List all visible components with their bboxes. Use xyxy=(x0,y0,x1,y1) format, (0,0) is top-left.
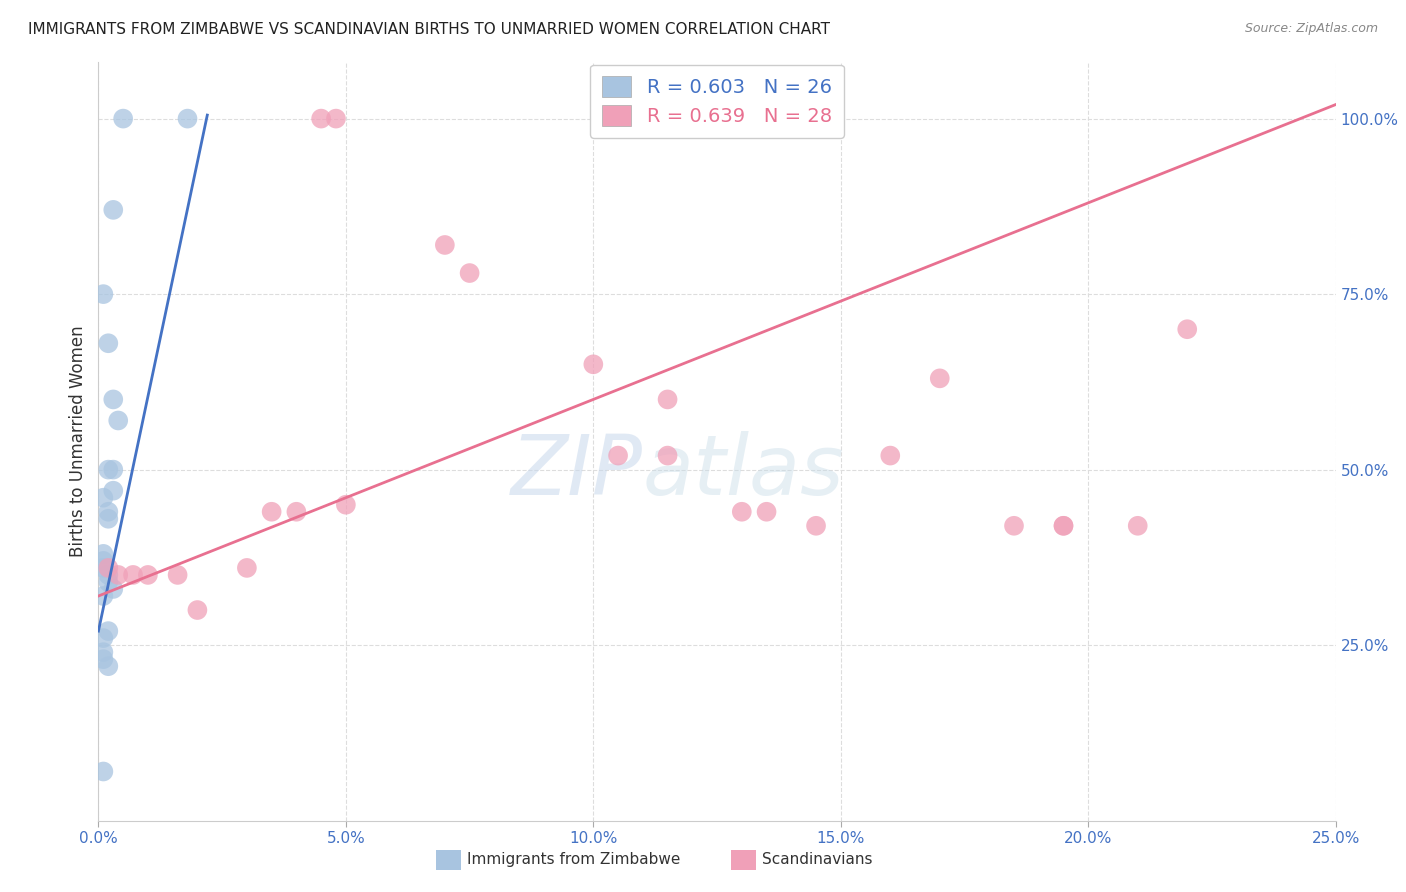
Point xyxy=(236,561,259,575)
Legend: R = 0.603   N = 26, R = 0.639   N = 28: R = 0.603 N = 26, R = 0.639 N = 28 xyxy=(591,64,844,138)
Point xyxy=(260,505,283,519)
Text: Source: ZipAtlas.com: Source: ZipAtlas.com xyxy=(1244,22,1378,36)
Point xyxy=(582,357,605,371)
Text: Immigrants from Zimbabwe: Immigrants from Zimbabwe xyxy=(467,853,681,867)
Point xyxy=(103,202,125,217)
Point xyxy=(186,603,208,617)
Point xyxy=(97,574,120,589)
Point xyxy=(107,568,129,582)
Point xyxy=(93,561,115,575)
Point xyxy=(879,449,901,463)
Point xyxy=(103,392,125,407)
Point xyxy=(103,462,125,476)
Point xyxy=(97,561,120,575)
Point xyxy=(93,589,115,603)
Point xyxy=(97,512,120,526)
Text: Scandinavians: Scandinavians xyxy=(762,853,873,867)
Point xyxy=(97,659,120,673)
Text: atlas: atlas xyxy=(643,432,845,512)
Point xyxy=(103,483,125,498)
Point xyxy=(928,371,950,385)
Point xyxy=(107,413,129,427)
Point xyxy=(309,112,332,126)
Point xyxy=(93,554,115,568)
Point xyxy=(103,582,125,596)
Point xyxy=(1126,518,1149,533)
Point xyxy=(657,392,679,407)
Point xyxy=(1002,518,1025,533)
Point xyxy=(166,568,188,582)
Text: ZIP: ZIP xyxy=(510,432,643,512)
Point xyxy=(433,238,456,252)
Point xyxy=(97,568,120,582)
Text: IMMIGRANTS FROM ZIMBABWE VS SCANDINAVIAN BIRTHS TO UNMARRIED WOMEN CORRELATION C: IMMIGRANTS FROM ZIMBABWE VS SCANDINAVIAN… xyxy=(28,22,830,37)
Point xyxy=(1175,322,1198,336)
Point xyxy=(335,498,357,512)
Point xyxy=(731,505,754,519)
Point xyxy=(122,568,145,582)
Point xyxy=(112,112,135,126)
Point xyxy=(93,645,115,659)
Point xyxy=(285,505,308,519)
Point xyxy=(136,568,159,582)
Point xyxy=(1052,518,1074,533)
Point xyxy=(93,491,115,505)
Point xyxy=(176,112,198,126)
Point xyxy=(458,266,481,280)
Point xyxy=(93,652,115,666)
Point xyxy=(93,547,115,561)
Point xyxy=(804,518,827,533)
Point xyxy=(93,764,115,779)
Y-axis label: Births to Unmarried Women: Births to Unmarried Women xyxy=(69,326,87,558)
Point xyxy=(93,631,115,645)
Point xyxy=(657,449,679,463)
Point xyxy=(97,505,120,519)
Point xyxy=(97,462,120,476)
Point xyxy=(97,336,120,351)
Point xyxy=(97,624,120,639)
Point xyxy=(93,287,115,301)
Point xyxy=(325,112,347,126)
Point xyxy=(755,505,778,519)
Point xyxy=(607,449,630,463)
Point xyxy=(1052,518,1074,533)
